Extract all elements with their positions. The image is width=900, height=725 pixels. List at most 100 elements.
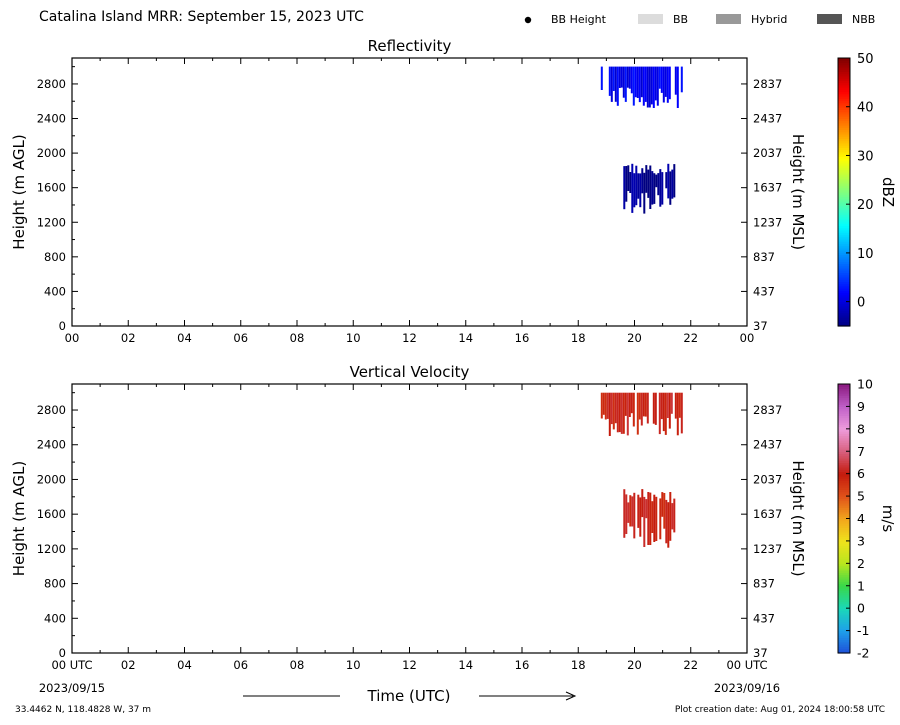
colorbar-segment xyxy=(838,317,850,320)
colorbar-segment xyxy=(838,165,850,169)
heatmap-cell xyxy=(660,66,663,93)
colorbar-segment xyxy=(838,601,850,605)
heatmap-cell xyxy=(643,172,646,214)
colorbar-segment xyxy=(838,102,850,106)
colorbar-segment xyxy=(838,431,850,434)
colorbar-segment xyxy=(838,225,850,229)
colorbar-segment xyxy=(838,245,850,249)
colorbar-tick-label: 20 xyxy=(857,198,874,213)
colorbar-segment xyxy=(838,91,850,95)
colorbar-segment xyxy=(838,221,850,224)
heatmap-cell xyxy=(612,66,615,91)
colorbar-segment xyxy=(838,617,850,620)
heatmap-cell xyxy=(632,66,635,106)
colorbar-segment xyxy=(838,390,850,394)
colorbar-segment xyxy=(838,323,850,327)
x-tick-label: 14 xyxy=(458,658,473,672)
x-tick-label: 04 xyxy=(177,331,192,345)
x-tick-label: 04 xyxy=(177,658,192,672)
colorbar-segment xyxy=(838,590,850,594)
data-regions-reflectivity xyxy=(600,66,683,214)
colorbar-segment xyxy=(838,183,850,186)
heatmap-cell xyxy=(633,492,636,539)
heatmap-cell xyxy=(654,392,657,425)
colorbar-tick-label: 6 xyxy=(857,466,865,481)
colorbar-segment xyxy=(838,576,850,580)
colorbar-tick-label: 7 xyxy=(857,444,865,459)
heatmap-cell xyxy=(631,163,634,213)
colorbar-segment xyxy=(838,457,850,461)
colorbar-segment xyxy=(838,435,850,439)
y-tick-label-left: 2400 xyxy=(37,112,66,126)
x-tick-label: 08 xyxy=(290,331,305,345)
heatmap-cell xyxy=(668,66,671,100)
heatmap-cell xyxy=(633,173,636,208)
colorbar-segment xyxy=(838,587,850,591)
colorbar-segment xyxy=(838,531,850,535)
heatmap-cell xyxy=(623,489,626,538)
heatmap-cell xyxy=(661,492,664,517)
colorbar-segment xyxy=(838,107,850,110)
heatmap-cell xyxy=(678,392,681,418)
colorbar-segment xyxy=(838,554,850,558)
colorbar-segment xyxy=(838,238,850,242)
colorbar-segment xyxy=(838,314,850,318)
colorbar-segment xyxy=(838,147,850,151)
colorbar-segment xyxy=(838,209,850,213)
colorbar-segment xyxy=(838,384,850,387)
heatmap-cell xyxy=(666,392,669,418)
heatmap-cell xyxy=(602,392,605,415)
heatmap-cell xyxy=(640,66,643,98)
colorbar-segment xyxy=(838,82,850,86)
colorbar-segment xyxy=(838,422,850,425)
heatmap-cell xyxy=(649,492,652,545)
colorbar-segment xyxy=(838,232,850,236)
x-tick-label: 18 xyxy=(571,331,586,345)
colorbar-segment xyxy=(838,585,850,589)
colorbar-segment xyxy=(838,460,850,464)
colorbar-segment xyxy=(838,283,850,287)
y-tick-label-right: 1237 xyxy=(753,215,782,229)
colorbar-segment xyxy=(838,252,850,256)
colorbar-segment xyxy=(838,408,850,412)
y-tick-label-right: 1237 xyxy=(753,542,782,556)
colorbar-segment xyxy=(838,227,850,231)
colorbar-segment xyxy=(838,194,850,198)
colorbar-segment xyxy=(838,605,850,609)
colorbar-segment xyxy=(838,641,850,645)
y-tick-label-left: 2000 xyxy=(37,146,66,160)
heatmap-cell xyxy=(650,66,653,105)
colorbar-segment xyxy=(838,254,850,258)
colorbar-segment xyxy=(838,169,850,173)
colorbar-segment xyxy=(838,428,850,432)
colorbar-segment xyxy=(838,505,850,508)
heatmap-cell xyxy=(655,496,658,541)
x-tick-label: 00 xyxy=(65,331,80,345)
x-tick-label: 00 xyxy=(740,331,755,345)
colorbar-segment xyxy=(838,514,850,517)
colorbar-segment xyxy=(838,572,850,576)
y-tick-label-right: 2037 xyxy=(753,472,782,486)
heatmap-cell xyxy=(628,66,631,89)
heatmap-cell xyxy=(625,166,628,202)
colorbar-segment xyxy=(838,66,850,70)
station-location: 33.4462 N, 118.4828 W, 37 m xyxy=(15,705,152,715)
y-tick-label-right: 2837 xyxy=(753,403,782,417)
heatmap-cell xyxy=(636,66,639,98)
colorbar-segment xyxy=(838,73,850,77)
legend-label-nbb: NBB xyxy=(852,13,875,26)
colorbar-tick-label: 8 xyxy=(857,421,865,436)
colorbar-segment xyxy=(838,603,850,607)
heatmap-cell xyxy=(645,165,648,193)
heatmap-cell xyxy=(638,392,641,420)
colorbar-segment xyxy=(838,473,850,477)
colorbar-segment xyxy=(838,437,850,441)
heatmap-cell xyxy=(659,498,662,540)
colorbar-segment xyxy=(838,534,850,538)
heatmap-cell xyxy=(622,392,625,434)
colorbar-segment xyxy=(838,511,850,515)
y-tick-label-right: 2037 xyxy=(753,146,782,160)
x-tick-label: 14 xyxy=(458,331,473,345)
heatmap-cell xyxy=(676,66,679,108)
colorbar-segment xyxy=(838,131,850,135)
